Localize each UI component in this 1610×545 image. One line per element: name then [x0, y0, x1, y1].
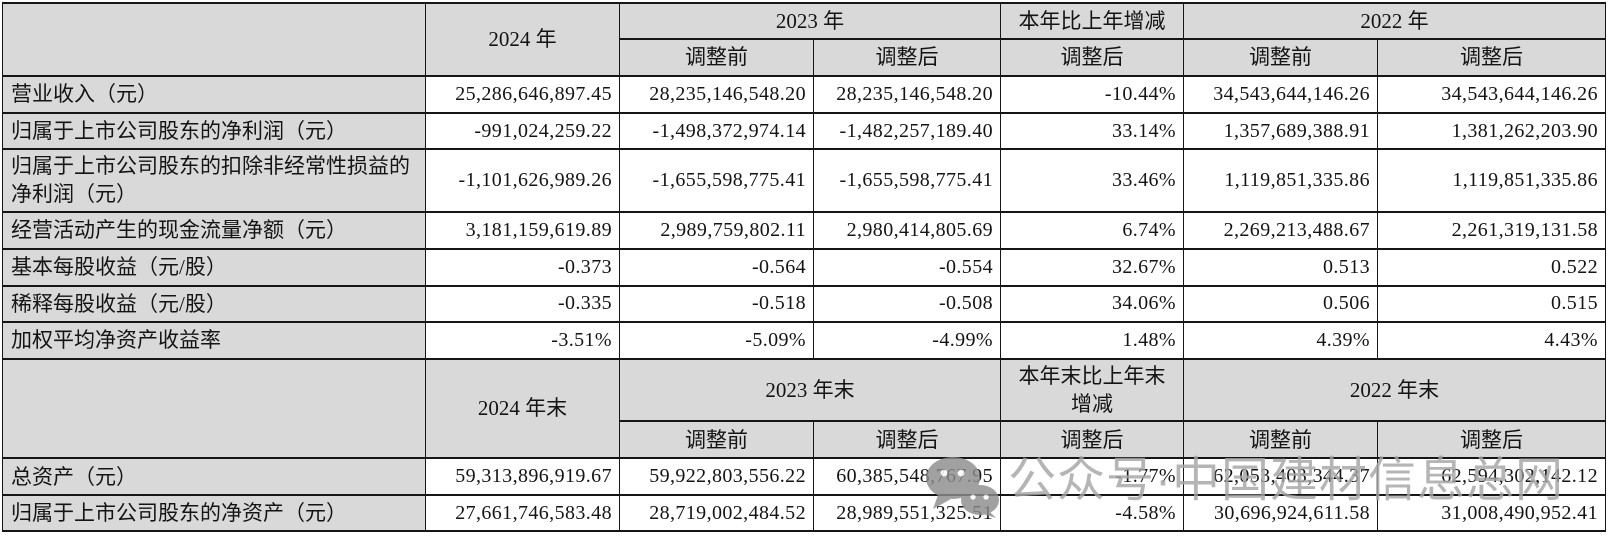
- cell-2022-post: 34,543,644,146.26: [1377, 75, 1606, 114]
- table-row-operating-cash-flow: 经营活动产生的现金流量净额（元） 3,181,159,619.89 2,989,…: [2, 210, 1606, 250]
- col-header-yearend-change: 本年末比上年末增减: [1000, 357, 1184, 423]
- cell-2022-post: 62,594,302,142.12: [1377, 457, 1606, 497]
- cell-change: 32.67%: [1000, 247, 1184, 287]
- table-row-weighted-roe: 加权平均净资产收益率 -3.51% -5.09% -4.99% 1.48% 4.…: [2, 320, 1606, 360]
- table-row-net-profit: 归属于上市公司股东的净利润（元） -991,024,259.22 -1,498,…: [2, 112, 1606, 150]
- col-header-2023-end-post: 调整后: [813, 420, 1001, 460]
- col-header-2024: 2024 年: [425, 2, 620, 77]
- col-header-yearend-change-text: 本年末比上年末增减: [1018, 363, 1166, 417]
- corner-cell: [2, 2, 426, 77]
- cell-2022-pre: 4.39%: [1183, 320, 1378, 360]
- cell-2024: -3.51%: [425, 320, 620, 360]
- cell-2022-pre: 30,696,924,611.58: [1183, 494, 1378, 533]
- cell-2023-pre: 2,989,759,802.11: [619, 210, 814, 250]
- cell-2022-pre: 0.513: [1183, 247, 1378, 287]
- col-header-2022: 2022 年: [1183, 2, 1606, 40]
- cell-2023-post: 2,980,414,805.69: [813, 210, 1001, 250]
- col-header-2022-end: 2022 年末: [1183, 357, 1606, 423]
- cell-2023-post: -0.508: [813, 284, 1001, 323]
- table-header-row-adjust-2: 调整前 调整后 调整后 调整前 调整后: [3, 420, 1606, 460]
- cell-2022-post: 1,119,851,335.86: [1377, 148, 1606, 213]
- cell-2022-pre: 62,053,403,344.37: [1183, 457, 1378, 497]
- table-header-row-yearend: 2024 年末 2023 年末 本年末比上年末增减 2022 年末: [2, 357, 1606, 460]
- cell-change: -1.77%: [1000, 457, 1184, 497]
- cell-2024: -991,024,259.22: [425, 112, 620, 150]
- corner-cell: [2, 357, 426, 460]
- cell-change: 6.74%: [1000, 210, 1184, 250]
- cell-2024: 27,661,746,583.48: [425, 494, 620, 533]
- cell-2022-pre: 0.506: [1183, 284, 1378, 323]
- table-header-row-years: 2024 年 2023 年 本年比上年增减 2022 年: [2, 2, 1606, 77]
- cell-2024: 3,181,159,619.89: [425, 210, 620, 250]
- cell-2023-post: -1,482,257,189.40: [813, 112, 1001, 150]
- cell-2022-post: 2,261,319,131.58: [1377, 210, 1606, 250]
- cell-2024: 59,313,896,919.67: [425, 457, 620, 497]
- cell-change: 1.48%: [1000, 320, 1184, 360]
- col-header-2023-end-pre: 调整前: [619, 420, 814, 460]
- cell-2022-post: 0.515: [1377, 284, 1606, 323]
- cell-change: -10.44%: [1000, 75, 1184, 114]
- cell-change: 33.46%: [1000, 148, 1184, 213]
- cell-2023-post: -1,655,598,775.41: [813, 148, 1001, 213]
- cell-2023-pre: -0.518: [619, 284, 814, 323]
- col-header-yearend-change-post: 调整后: [1000, 420, 1184, 460]
- row-label: 归属于上市公司股东的净资产（元）: [2, 494, 426, 533]
- cell-2023-post: 28,235,146,548.20: [813, 75, 1001, 114]
- table-row-revenue: 营业收入（元） 25,286,646,897.45 28,235,146,548…: [2, 75, 1606, 114]
- col-header-change: 本年比上年增减: [1000, 2, 1184, 40]
- cell-2023-pre: 28,719,002,484.52: [619, 494, 814, 533]
- cell-2024: -1,101,626,989.26: [425, 148, 620, 213]
- col-header-2023-post: 调整后: [813, 38, 1001, 77]
- cell-2022-pre: 1,119,851,335.86: [1183, 148, 1378, 213]
- cell-2023-pre: 28,235,146,548.20: [619, 75, 814, 114]
- cell-change: 34.06%: [1000, 284, 1184, 323]
- cell-2023-post: 60,385,548,767.95: [813, 457, 1001, 497]
- cell-2023-pre: -1,498,372,974.14: [619, 112, 814, 150]
- table-row-net-assets: 归属于上市公司股东的净资产（元） 27,661,746,583.48 28,71…: [2, 494, 1606, 533]
- row-label: 稀释每股收益（元/股）: [2, 284, 426, 323]
- cell-2022-pre: 34,543,644,146.26: [1183, 75, 1378, 114]
- cell-2022-post: 31,008,490,952.41: [1377, 494, 1606, 533]
- col-header-2022-pre: 调整前: [1183, 38, 1378, 77]
- col-header-2023-end: 2023 年末: [619, 357, 1001, 423]
- row-label: 总资产（元）: [2, 457, 426, 497]
- cell-2022-post: 4.43%: [1377, 320, 1606, 360]
- col-header-2022-post: 调整后: [1377, 38, 1606, 77]
- col-header-2022-end-post: 调整后: [1377, 420, 1606, 460]
- cell-2023-pre: -0.564: [619, 247, 814, 287]
- cell-2022-pre: 2,269,213,488.67: [1183, 210, 1378, 250]
- cell-change: 33.14%: [1000, 112, 1184, 150]
- cell-2023-pre: -1,655,598,775.41: [619, 148, 814, 213]
- table-row-net-profit-excl-nonrecurring: 归属于上市公司股东的扣除非经常性损益的净利润（元） -1,101,626,989…: [2, 148, 1606, 213]
- cell-2023-post: -0.554: [813, 247, 1001, 287]
- cell-2022-pre: 1,357,689,388.91: [1183, 112, 1378, 150]
- table-row-diluted-eps: 稀释每股收益（元/股） -0.335 -0.518 -0.508 34.06% …: [2, 284, 1606, 323]
- row-label: 归属于上市公司股东的扣除非经常性损益的净利润（元）: [2, 148, 426, 213]
- col-header-2023: 2023 年: [619, 2, 1001, 40]
- row-label: 营业收入（元）: [2, 75, 426, 114]
- cell-2023-pre: -5.09%: [619, 320, 814, 360]
- cell-2023-post: 28,989,551,325.51: [813, 494, 1001, 533]
- cell-2024: 25,286,646,897.45: [425, 75, 620, 114]
- cell-2022-post: 0.522: [1377, 247, 1606, 287]
- table-row-total-assets: 总资产（元） 59,313,896,919.67 59,922,803,556.…: [2, 457, 1606, 497]
- table-row-basic-eps: 基本每股收益（元/股） -0.373 -0.564 -0.554 32.67% …: [2, 247, 1606, 287]
- col-header-2022-end-pre: 调整前: [1183, 420, 1378, 460]
- col-header-2024-end: 2024 年末: [425, 357, 620, 460]
- cell-2024: -0.335: [425, 284, 620, 323]
- row-label: 基本每股收益（元/股）: [2, 247, 426, 287]
- cell-2023-pre: 59,922,803,556.22: [619, 457, 814, 497]
- cell-2022-post: 1,381,262,203.90: [1377, 112, 1606, 150]
- col-header-2023-pre: 调整前: [619, 38, 814, 77]
- col-header-change-post: 调整后: [1000, 38, 1184, 77]
- key-financials-table: 2024 年 2023 年 本年比上年增减 2022 年 调整前 调整后 调整后…: [2, 2, 1606, 533]
- row-label: 归属于上市公司股东的净利润（元）: [2, 112, 426, 150]
- cell-2023-post: -4.99%: [813, 320, 1001, 360]
- row-label: 加权平均净资产收益率: [2, 320, 426, 360]
- row-label: 经营活动产生的现金流量净额（元）: [2, 210, 426, 250]
- cell-2024: -0.373: [425, 247, 620, 287]
- table-header-row-adjust: 调整前 调整后 调整后 调整前 调整后: [3, 38, 1606, 77]
- cell-change: -4.58%: [1000, 494, 1184, 533]
